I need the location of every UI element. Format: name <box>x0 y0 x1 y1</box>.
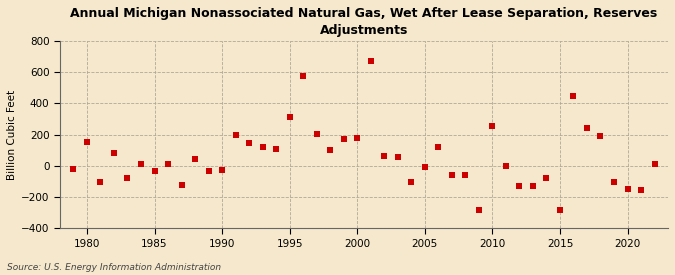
Point <box>217 167 227 172</box>
Point <box>325 148 335 152</box>
Y-axis label: Billion Cubic Feet: Billion Cubic Feet <box>7 90 17 180</box>
Point <box>68 167 79 171</box>
Point <box>460 173 470 177</box>
Point <box>203 168 214 173</box>
Point <box>392 155 403 160</box>
Point <box>352 136 362 140</box>
Point <box>419 165 430 170</box>
Point <box>244 141 254 145</box>
Point <box>555 208 566 213</box>
Point <box>82 139 92 144</box>
Point <box>433 145 443 149</box>
Point <box>136 162 146 167</box>
Point <box>338 136 349 141</box>
Point <box>568 94 579 98</box>
Point <box>527 184 538 188</box>
Point <box>271 147 281 151</box>
Point <box>284 114 295 119</box>
Point <box>500 164 511 168</box>
Point <box>582 125 593 130</box>
Point <box>298 74 308 78</box>
Point <box>365 59 376 64</box>
Point <box>163 162 173 167</box>
Point <box>149 168 160 173</box>
Point <box>190 157 200 161</box>
Point <box>257 145 268 149</box>
Point <box>109 150 119 155</box>
Point <box>379 153 389 158</box>
Point <box>446 173 457 177</box>
Point <box>406 179 416 184</box>
Point <box>595 134 606 138</box>
Point <box>541 176 552 181</box>
Point <box>487 124 497 128</box>
Title: Annual Michigan Nonassociated Natural Gas, Wet After Lease Separation, Reserves
: Annual Michigan Nonassociated Natural Ga… <box>70 7 657 37</box>
Point <box>311 132 322 136</box>
Point <box>514 184 524 188</box>
Point <box>649 162 660 167</box>
Point <box>230 133 241 137</box>
Point <box>473 207 484 212</box>
Point <box>609 179 620 184</box>
Point <box>622 187 633 191</box>
Point <box>176 182 187 187</box>
Point <box>122 175 133 180</box>
Point <box>636 188 647 192</box>
Text: Source: U.S. Energy Information Administration: Source: U.S. Energy Information Administ… <box>7 263 221 272</box>
Point <box>95 179 106 184</box>
